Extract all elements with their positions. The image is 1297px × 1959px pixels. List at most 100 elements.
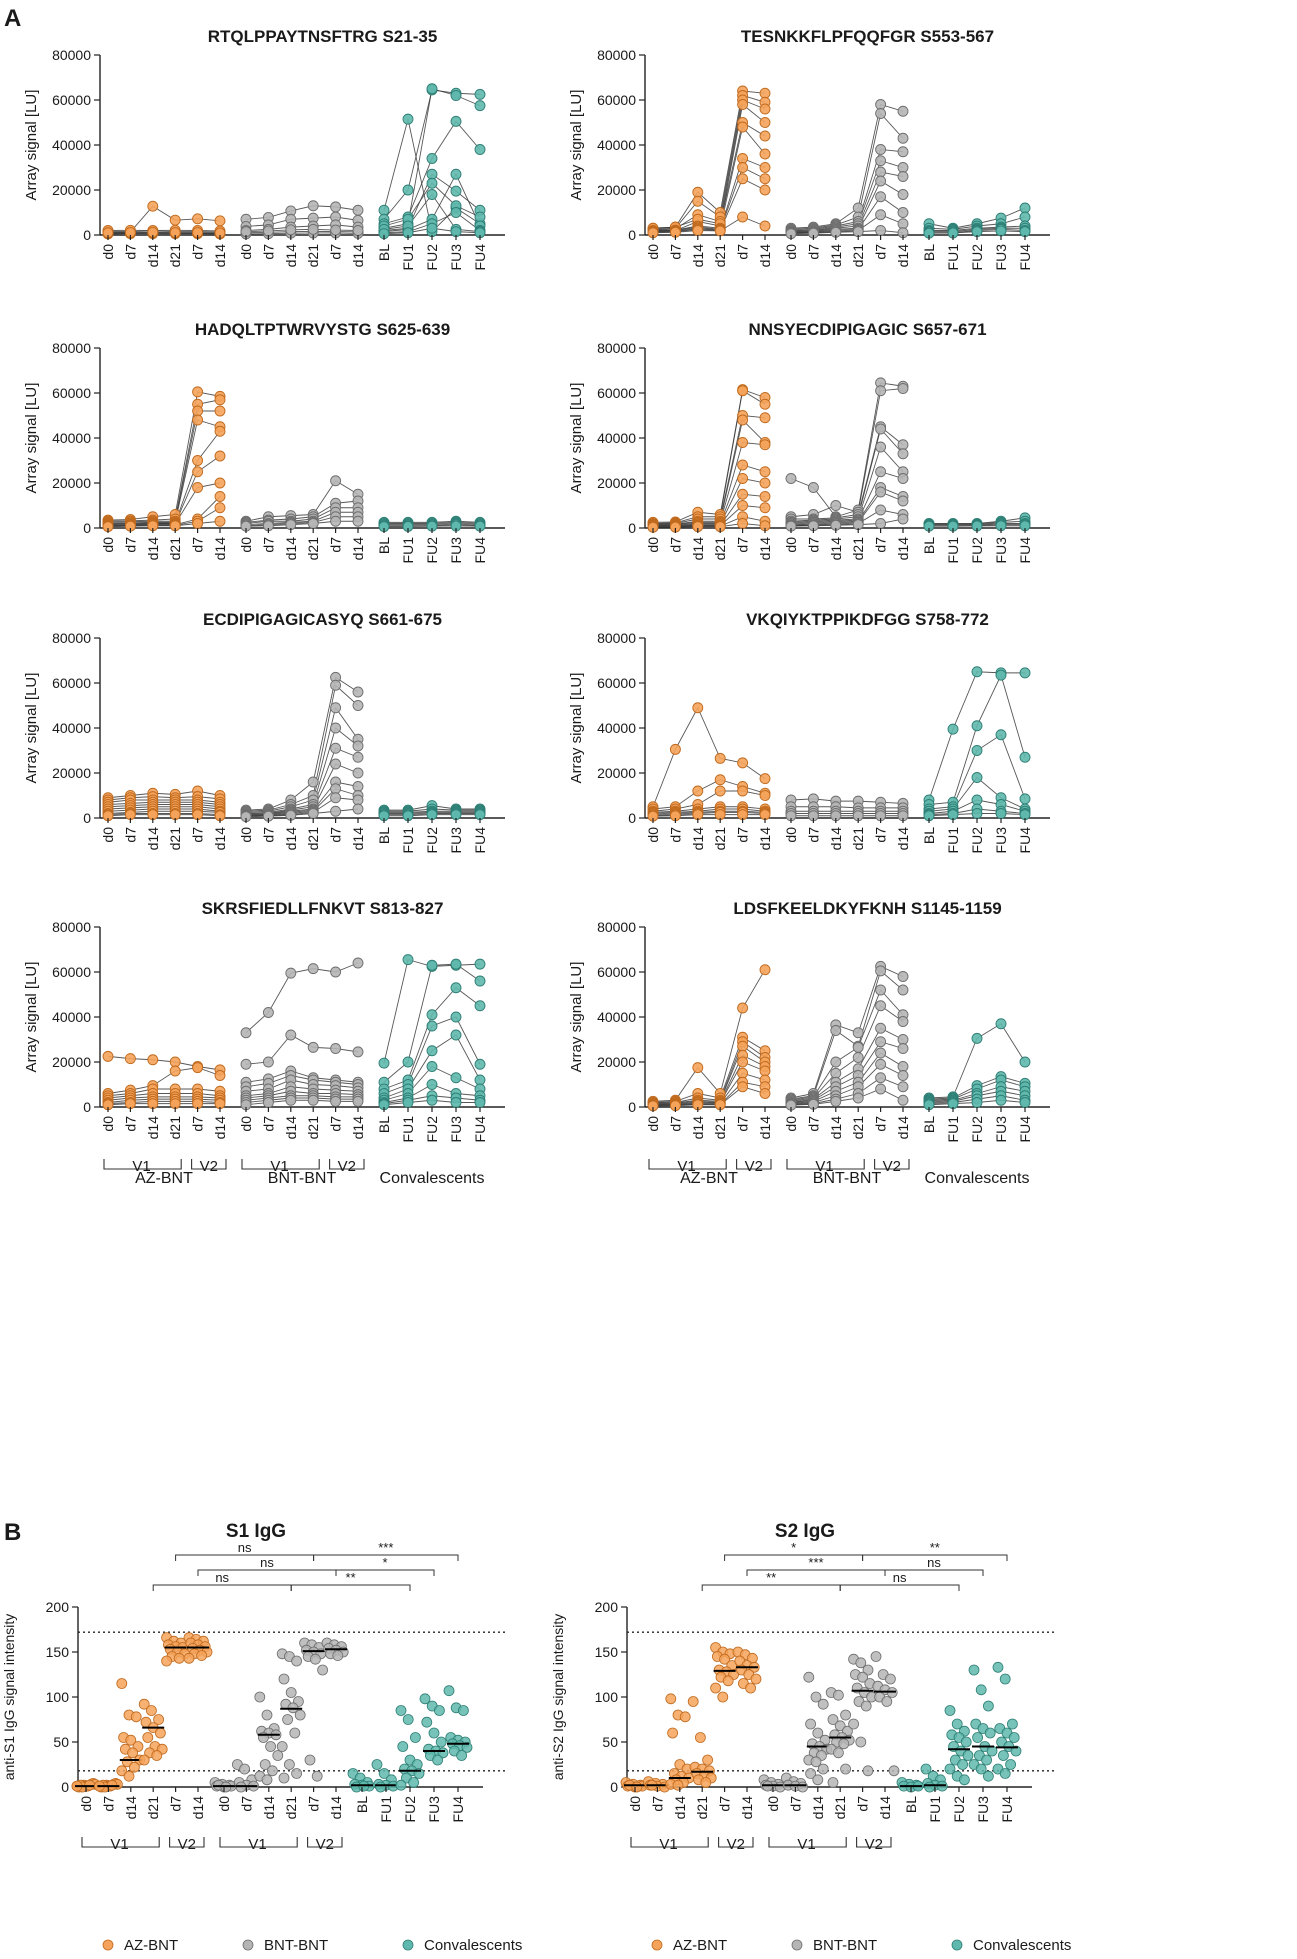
chart-title: RTQLPPAYTNSFTRG S21-35 (208, 27, 438, 46)
data-point (330, 702, 342, 714)
data-point (840, 1709, 851, 1721)
data-point (330, 1095, 342, 1107)
peptide-chart: HADQLTPTWRVYSTG S625-639 0 20000 40000 60000… (23, 320, 505, 563)
data-point (959, 1774, 970, 1786)
data-point (262, 1097, 274, 1108)
x-tick-label: d7 (873, 1116, 889, 1132)
x-tick-label: d21 (694, 1796, 710, 1820)
x-tick-label: FU4 (472, 537, 488, 564)
data-point (992, 1661, 1004, 1673)
x-tick-label: d14 (261, 1796, 277, 1820)
x-tick-label: d21 (712, 244, 728, 268)
x-tick-label: FU3 (993, 537, 1009, 564)
data-point (759, 117, 771, 128)
data-point (924, 1781, 935, 1793)
legend-label: BNT-BNT (264, 1937, 328, 1954)
x-tick-label: d14 (690, 1116, 706, 1140)
x-tick-label: d21 (850, 1116, 866, 1140)
x-tick-label: FU1 (400, 244, 416, 271)
x-tick-label: d0 (238, 537, 254, 553)
v1-bracket (768, 1837, 847, 1848)
data-point (692, 225, 704, 236)
data-point (307, 1094, 319, 1106)
data-point (130, 1711, 142, 1723)
data-point (214, 215, 226, 227)
y-tick-label: 80000 (52, 340, 91, 356)
y-tick-label: 20000 (52, 182, 91, 198)
y-tick-label: 20000 (597, 765, 636, 781)
data-point (700, 1777, 712, 1788)
data-point (169, 1056, 181, 1068)
y-axis-label: anti-S2 IgG signal intensity (550, 1614, 566, 1781)
data-point (278, 1772, 290, 1784)
x-tick-label: d7 (122, 1116, 138, 1132)
data-point (875, 108, 887, 119)
data-point (875, 965, 887, 977)
x-tick-label: d21 (850, 537, 866, 561)
chart-title: S2 IgG (775, 1521, 835, 1542)
data-point (897, 218, 909, 230)
y-axis-label: Array signal [LU] (23, 673, 40, 784)
y-tick-label: 20000 (597, 182, 636, 198)
x-tick-label: d14 (690, 537, 706, 561)
v1-bracket (103, 1159, 182, 1170)
data-point (450, 1029, 462, 1041)
data-point (432, 1754, 444, 1766)
data-point (719, 1653, 730, 1665)
data-point (151, 1750, 163, 1761)
data-point (1019, 202, 1031, 214)
data-point (1005, 1759, 1016, 1770)
x-tick-label: FU3 (448, 1116, 464, 1143)
x-tick-label: FU4 (1017, 827, 1033, 854)
data-point (1010, 1745, 1022, 1757)
data-point (737, 459, 749, 471)
x-tick-label: d14 (895, 244, 911, 268)
x-tick-label: d21 (305, 1116, 321, 1140)
x-tick-label: d0 (100, 244, 116, 260)
data-point (971, 745, 983, 756)
data-point (999, 1673, 1011, 1685)
y-tick-label: 150 (595, 1644, 619, 1660)
y-tick-label: 60000 (52, 675, 91, 691)
data-point (183, 1652, 195, 1664)
data-point (870, 1651, 882, 1662)
x-tick-label: FU4 (472, 244, 488, 271)
x-tick-label: BL (921, 244, 937, 261)
x-tick-label: d21 (712, 827, 728, 851)
x-tick-label: d7 (238, 1796, 254, 1812)
data-point (307, 963, 319, 975)
y-tick-label: 100 (46, 1689, 70, 1705)
x-tick-label: d7 (735, 1116, 751, 1132)
y-tick-label: 0 (628, 520, 636, 536)
x-tick-label: d14 (145, 827, 161, 851)
legend-marker (242, 1939, 254, 1951)
y-tick-label: 80000 (52, 630, 91, 646)
y-tick-label: 40000 (52, 720, 91, 736)
significance-label: ns (927, 1555, 941, 1570)
x-tick-label: d7 (855, 1796, 871, 1812)
x-tick-label: FU3 (448, 244, 464, 271)
data-point (330, 515, 342, 527)
data-point (402, 1714, 414, 1725)
v1-label: V1 (677, 1158, 695, 1175)
data-point (717, 1691, 729, 1703)
x-tick-label: d14 (283, 1116, 299, 1140)
data-point (875, 155, 887, 167)
x-tick-label: d0 (216, 1796, 232, 1812)
significance-label: *** (378, 1540, 393, 1555)
data-point (240, 1027, 252, 1039)
data-point (999, 1768, 1011, 1779)
data-point (474, 958, 486, 970)
x-tick-label: d7 (649, 1796, 665, 1812)
data-point (995, 808, 1007, 819)
data-point (291, 1768, 303, 1779)
y-tick-label: 0 (83, 810, 91, 826)
data-point (285, 1029, 297, 1041)
data-point (875, 225, 887, 236)
data-point (750, 1673, 762, 1685)
data-point (875, 441, 887, 453)
data-point (875, 486, 887, 498)
chart-title: NNSYECDIPIGAGIC S657-671 (748, 320, 986, 339)
data-point (169, 214, 181, 226)
x-tick-label: d14 (145, 244, 161, 268)
